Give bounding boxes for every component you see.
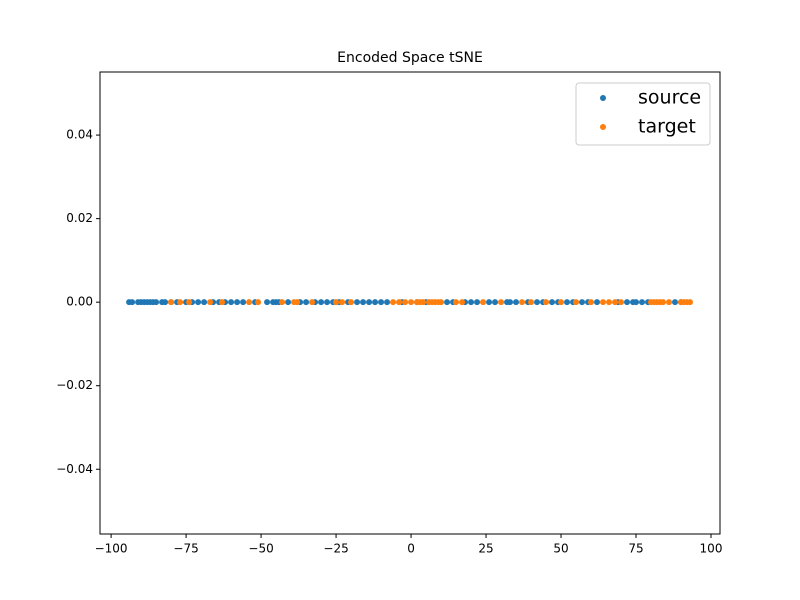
- point: [486, 299, 493, 306]
- point: [459, 299, 466, 306]
- point: [519, 299, 526, 306]
- x-tick-label: −50: [248, 542, 273, 556]
- point: [201, 299, 208, 306]
- point: [612, 299, 619, 306]
- point: [177, 299, 184, 306]
- x-tick-label: −75: [173, 542, 198, 556]
- point: [543, 299, 550, 306]
- point: [354, 299, 361, 306]
- point: [672, 299, 679, 306]
- point: [348, 299, 355, 306]
- point: [285, 299, 292, 306]
- x-tick-label: 75: [628, 542, 643, 556]
- point: [396, 299, 403, 306]
- x-tick-label: −25: [323, 542, 348, 556]
- point: [390, 299, 397, 306]
- legend-label: source: [638, 87, 701, 109]
- point: [255, 299, 262, 306]
- point: [384, 299, 391, 306]
- point: [549, 299, 556, 306]
- point: [318, 299, 325, 306]
- x-tick-label: −100: [95, 542, 128, 556]
- point: [534, 299, 541, 306]
- point: [303, 299, 310, 306]
- x-tick-label: 0: [407, 542, 415, 556]
- point: [168, 299, 175, 306]
- point: [324, 299, 331, 306]
- legend-box: [575, 82, 711, 146]
- point: [153, 299, 160, 306]
- point: [195, 299, 202, 306]
- point: [438, 299, 445, 306]
- point: [453, 299, 460, 306]
- point: [129, 299, 136, 306]
- point: [468, 299, 475, 306]
- point: [624, 299, 631, 306]
- point: [309, 299, 316, 306]
- point: [564, 299, 571, 306]
- point: [279, 299, 286, 306]
- chart-title: Encoded Space tSNE: [337, 50, 483, 66]
- point: [246, 299, 253, 306]
- point: [408, 299, 415, 306]
- point: [633, 299, 640, 306]
- legend-label: target: [638, 116, 696, 138]
- point: [474, 299, 481, 306]
- point: [594, 299, 601, 306]
- point: [528, 299, 535, 306]
- legend-marker: [600, 95, 606, 101]
- point: [513, 299, 520, 306]
- x-tick-label: 100: [700, 542, 723, 556]
- point: [639, 299, 646, 306]
- point: [660, 299, 667, 306]
- y-tick-label: −0.02: [56, 378, 93, 392]
- point: [444, 299, 451, 306]
- point: [372, 299, 379, 306]
- y-tick-label: 0.02: [66, 211, 93, 225]
- legend-marker: [600, 124, 606, 130]
- point: [228, 299, 235, 306]
- point: [264, 299, 271, 306]
- point: [294, 299, 301, 306]
- point: [240, 299, 247, 306]
- point: [207, 299, 214, 306]
- point: [579, 299, 586, 306]
- point: [558, 299, 565, 306]
- point: [618, 299, 625, 306]
- point: [378, 299, 385, 306]
- point: [162, 299, 169, 306]
- point: [420, 299, 427, 306]
- point: [573, 299, 580, 306]
- point: [687, 299, 694, 306]
- y-tick-label: −0.04: [56, 462, 93, 476]
- y-tick-label: 0.00: [66, 295, 93, 309]
- plot-frame: [99, 71, 721, 535]
- point: [186, 299, 193, 306]
- point: [402, 299, 409, 306]
- point: [606, 299, 613, 306]
- point: [480, 299, 487, 306]
- point: [339, 299, 346, 306]
- point: [234, 299, 241, 306]
- x-tick-label: 25: [478, 542, 493, 556]
- point: [492, 299, 499, 306]
- y-tick-label: 0.04: [66, 128, 93, 142]
- point: [366, 299, 373, 306]
- x-tick-label: 50: [553, 542, 568, 556]
- point: [360, 299, 367, 306]
- point: [498, 299, 505, 306]
- point: [600, 299, 607, 306]
- point: [666, 299, 673, 306]
- point: [219, 299, 226, 306]
- point: [333, 299, 340, 306]
- point: [588, 299, 595, 306]
- point: [507, 299, 514, 306]
